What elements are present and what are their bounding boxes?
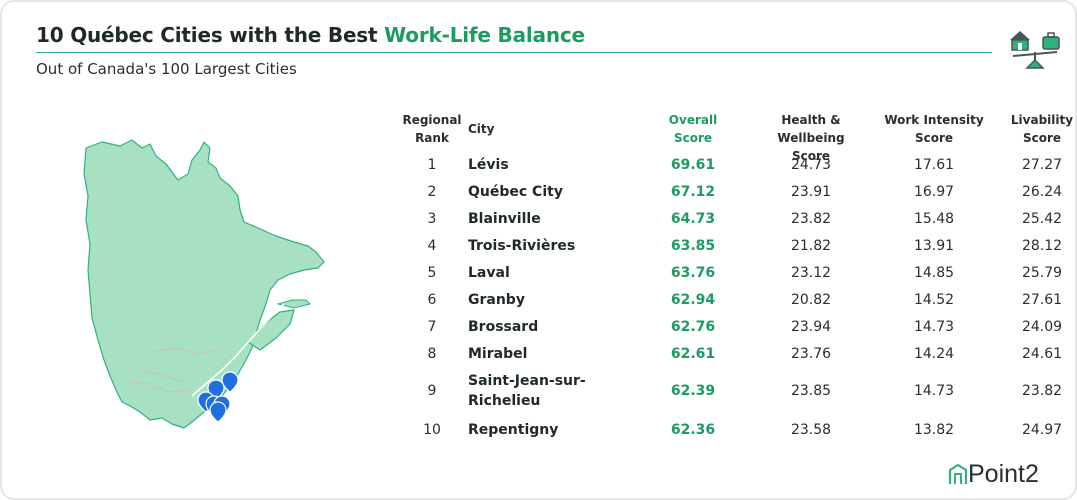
map-pin-icon	[221, 371, 239, 393]
table-cell-overall: 64.73	[670, 211, 716, 227]
table-cell-rank: 9	[427, 383, 437, 399]
column-header-line: Work Intensity	[884, 113, 984, 127]
column-header-line: Livability	[1010, 113, 1074, 127]
table-cell-rank: 2	[427, 184, 437, 200]
table-cell-overall: 69.61	[670, 157, 716, 173]
table-cell-livability: 25.79	[1021, 265, 1063, 281]
table-cell-work: 14.73	[913, 319, 955, 335]
column-header-line: Score	[673, 131, 713, 145]
quebec-region-shape	[83, 139, 325, 429]
table-cell-overall: 63.85	[670, 238, 716, 254]
column-header-overall: Overall Score	[662, 111, 724, 147]
map-pin-icon	[209, 401, 227, 423]
column-header-work: Work Intensity Score	[882, 111, 986, 147]
table-cell-livability: 24.61	[1021, 346, 1063, 362]
table-cell-health: 23.58	[790, 422, 832, 438]
table-cell-livability: 24.09	[1021, 319, 1063, 335]
column-header-line: Overall	[668, 113, 718, 127]
table-cell-work: 14.73	[913, 383, 955, 399]
home-icon	[1010, 31, 1030, 51]
table-cell-health: 23.91	[790, 184, 832, 200]
table-cell-work: 17.61	[913, 157, 955, 173]
table-cell-work: 13.82	[913, 422, 955, 438]
table-cell-city: Québec City	[468, 184, 563, 200]
column-header-rank: Regional Rank	[401, 111, 463, 147]
city-pins	[197, 371, 239, 423]
table-cell-city: Mirabel	[468, 346, 528, 362]
table-cell-overall: 62.39	[670, 383, 716, 399]
column-header-line: Score	[791, 149, 831, 163]
table-cell-city: Repentigny	[468, 422, 559, 438]
table-cell-rank: 7	[427, 319, 437, 335]
table-cell-work: 14.52	[913, 292, 955, 308]
brand-name-text: Point2	[968, 460, 1039, 488]
title-prefix: 10 Québec Cities with the Best	[36, 23, 385, 47]
table-cell-city: Brossard	[468, 319, 539, 335]
column-header-line: Health & Wellbeing	[777, 113, 845, 145]
table-cell-overall: 62.76	[670, 319, 716, 335]
table-cell-city: Trois-Rivières	[468, 238, 576, 254]
title-accent: Work-Life Balance	[384, 23, 585, 47]
table-cell-health: 23.85	[790, 383, 832, 399]
column-header-line: Regional	[402, 113, 462, 127]
point2-logo-icon	[948, 463, 968, 484]
region-border-line	[129, 347, 221, 393]
column-header-city: City	[468, 122, 495, 136]
table-cell-city: Granby	[468, 292, 525, 308]
column-header-line: Score	[1022, 131, 1062, 145]
table-cell-livability: 25.42	[1021, 211, 1063, 227]
table-cell-rank: 6	[427, 292, 437, 308]
table-cell-rank: 3	[427, 211, 437, 227]
table-cell-health: 23.94	[790, 319, 832, 335]
column-header-health: Health & Wellbeing Score	[750, 111, 872, 165]
table-cell-overall: 62.36	[670, 422, 716, 438]
table-cell-city: Blainville	[468, 211, 541, 227]
brand-name: Point2	[948, 460, 1039, 489]
quebec-map	[83, 139, 325, 429]
table-cell-livability: 23.82	[1021, 383, 1063, 399]
table-cell-health: 23.76	[790, 346, 832, 362]
column-header-livability: Livability Score	[1006, 111, 1075, 147]
table-cell-rank: 10	[423, 422, 441, 438]
table-cell-overall: 67.12	[670, 184, 716, 200]
table-cell-health: 23.12	[790, 265, 832, 281]
table-cell-rank: 8	[427, 346, 437, 362]
table-cell-health: 21.82	[790, 238, 832, 254]
table-cell-rank: 5	[427, 265, 437, 281]
column-header-line: Rank	[415, 131, 449, 145]
table-cell-health: 24.73	[790, 157, 832, 173]
table-cell-rank: 4	[427, 238, 437, 254]
title-divider	[36, 52, 992, 53]
table-cell-livability: 26.24	[1021, 184, 1063, 200]
table-cell-livability: 28.12	[1021, 238, 1063, 254]
table-cell-work: 15.48	[913, 211, 955, 227]
table-cell-livability: 27.27	[1021, 157, 1063, 173]
table-cell-overall: 62.61	[670, 346, 716, 362]
page-title: 10 Québec Cities with the Best Work-Life…	[36, 23, 585, 47]
table-cell-livability: 27.61	[1021, 292, 1063, 308]
briefcase-icon	[1042, 32, 1060, 50]
anticosti-island-shape	[276, 299, 311, 309]
page-subtitle: Out of Canada's 100 Largest Cities	[36, 60, 297, 78]
table-cell-work: 16.97	[913, 184, 955, 200]
table-cell-overall: 63.76	[670, 265, 716, 281]
table-cell-work: 13.91	[913, 238, 955, 254]
table-cell-livability: 24.97	[1021, 422, 1063, 438]
table-cell-health: 20.82	[790, 292, 832, 308]
st-lawrence-river-line	[191, 303, 285, 397]
balance-scale-icon	[1010, 31, 1060, 69]
table-cell-overall: 62.94	[670, 292, 716, 308]
table-cell-city: Lévis	[468, 157, 509, 173]
table-cell-rank: 1	[427, 157, 437, 173]
table-cell-work: 14.24	[913, 346, 955, 362]
table-cell-health: 23.82	[790, 211, 832, 227]
table-cell-city: Saint-Jean-sur-Richelieu	[468, 373, 586, 409]
table-cell-work: 14.85	[913, 265, 955, 281]
column-header-line: Score	[914, 131, 954, 145]
table-cell-city: Laval	[468, 265, 510, 281]
